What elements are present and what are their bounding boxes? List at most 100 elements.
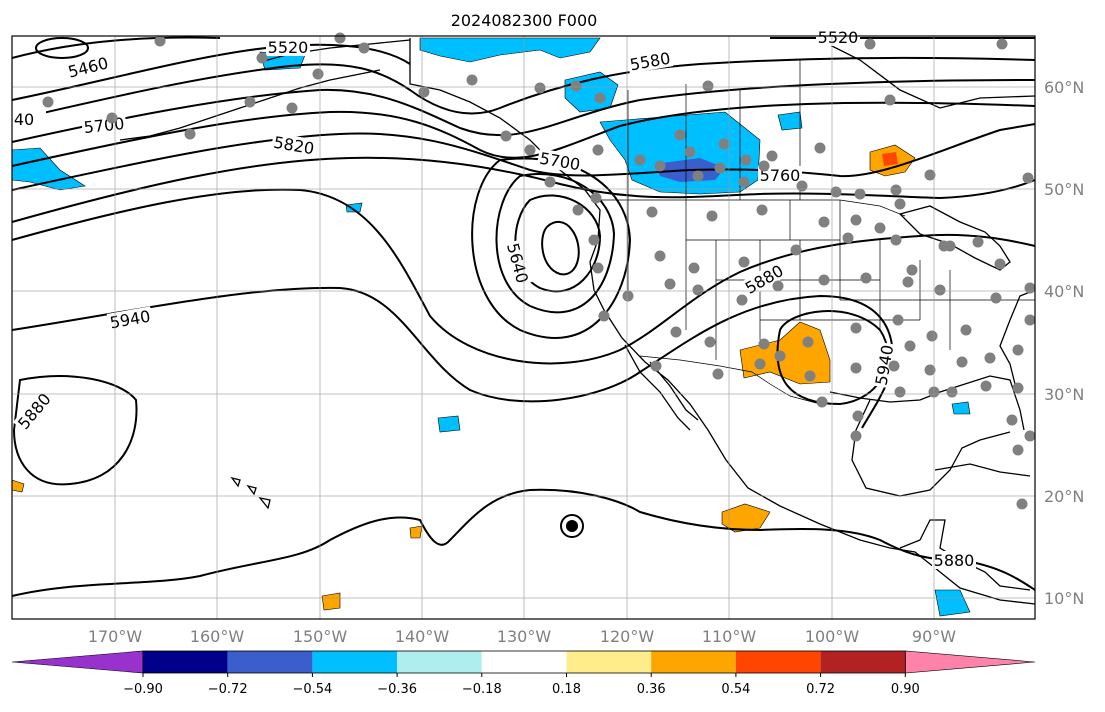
colorbar-tick-label: 0.90 <box>891 682 920 697</box>
longitude-label: 120°W <box>600 627 655 646</box>
station-marker <box>500 130 512 142</box>
station-marker <box>890 184 902 196</box>
station-marker <box>688 262 700 274</box>
contour-5640 <box>11 79 1036 143</box>
station-marker <box>664 278 676 290</box>
station-marker <box>598 310 610 322</box>
negative-anomaly-patch <box>437 415 461 433</box>
station-marker <box>590 192 602 204</box>
station-marker <box>1022 172 1034 184</box>
map-background <box>12 36 1035 619</box>
us-mexico-border <box>639 355 821 405</box>
cuba-coast <box>934 463 1031 477</box>
station-marker <box>888 360 900 372</box>
hawaii-islands <box>230 476 271 510</box>
latitude-label: 50°N <box>1044 180 1084 199</box>
station-layer <box>42 32 1036 510</box>
colorbar-segment <box>397 651 482 673</box>
station-marker <box>244 96 256 108</box>
colorbar-tick-label: −0.18 <box>462 682 502 697</box>
station-marker <box>738 256 750 268</box>
positive-anomaly-patch <box>321 592 341 611</box>
contour-label: 5880 <box>934 551 975 570</box>
station-marker <box>990 292 1002 304</box>
station-marker <box>702 80 714 92</box>
map-title: 2024082300 F000 <box>451 11 598 30</box>
colorbar-extend-max <box>904 650 1036 674</box>
station-marker <box>818 274 830 286</box>
station-marker <box>890 234 902 246</box>
contour-label-bg <box>871 341 897 389</box>
station-marker <box>924 364 936 376</box>
latitude-label: 10°N <box>1044 589 1084 608</box>
station-marker <box>814 142 826 154</box>
station-marker <box>1024 314 1036 326</box>
contour-label-bg <box>932 551 976 569</box>
contour-label: 5760 <box>760 166 801 185</box>
station-marker <box>894 386 906 398</box>
contour-label-bg <box>503 239 533 287</box>
positive-anomaly-patch <box>721 503 771 533</box>
station-marker <box>1012 344 1024 356</box>
station-marker <box>534 82 546 94</box>
station-marker <box>154 35 166 47</box>
station-marker <box>1012 444 1024 456</box>
station-marker <box>906 264 918 276</box>
station-marker <box>772 280 784 292</box>
contour-label-bg <box>64 52 112 82</box>
station-marker <box>706 210 718 222</box>
colorbar-tick-label: 0.36 <box>637 682 666 697</box>
colorbar-segment <box>481 651 567 673</box>
station-marker <box>804 370 816 382</box>
station-marker <box>802 336 814 348</box>
longitude-label: 130°W <box>497 627 552 646</box>
station-marker <box>938 240 950 252</box>
positive-anomaly-patch <box>409 525 423 539</box>
tropical-cyclone-icon <box>560 514 584 538</box>
colorbar-tick-label: −0.54 <box>292 682 332 697</box>
station-marker <box>1012 382 1024 394</box>
station-marker <box>960 324 972 336</box>
colorbar-outline <box>142 650 906 674</box>
station-marker <box>42 96 54 108</box>
station-marker <box>850 322 862 334</box>
station-marker <box>854 188 866 200</box>
station-marker <box>654 250 666 262</box>
contour-label-bg <box>106 306 154 332</box>
map-frame <box>11 35 1036 620</box>
station-marker <box>704 336 716 348</box>
low-closed-1 <box>541 220 580 276</box>
station-marker <box>984 352 996 364</box>
station-marker <box>892 314 904 326</box>
station-marker <box>818 216 830 228</box>
longitude-label: 140°W <box>395 627 450 646</box>
colorbar-tick-label: 0.72 <box>806 682 835 697</box>
longitude-label: 160°W <box>190 627 245 646</box>
east-coast <box>999 289 1036 385</box>
contour-label: 5520 <box>818 28 859 47</box>
station-marker <box>286 102 298 114</box>
station-marker <box>740 154 752 166</box>
station-marker <box>184 128 196 140</box>
contour-label-bg <box>816 28 860 46</box>
station-marker <box>718 138 730 150</box>
station-marker <box>850 430 862 442</box>
contour-5820 <box>11 156 1036 223</box>
station-marker <box>850 214 862 226</box>
longitude-label: 150°W <box>293 627 348 646</box>
negative-anomaly-patch <box>934 589 971 617</box>
hudson-bay-coast <box>819 39 1036 109</box>
negative-anomaly-patch <box>419 37 601 63</box>
station-marker <box>904 340 916 352</box>
station-marker <box>594 92 606 104</box>
longitude-label: 100°W <box>805 627 860 646</box>
height-contour-layer <box>11 36 1036 597</box>
negative-anomaly-patch <box>777 111 803 131</box>
colorbar-segment <box>566 651 652 673</box>
station-marker <box>852 410 864 422</box>
station-marker <box>864 38 876 50</box>
station-marker <box>1006 414 1018 426</box>
station-marker <box>622 290 634 302</box>
contour-5760 <box>11 123 1036 191</box>
